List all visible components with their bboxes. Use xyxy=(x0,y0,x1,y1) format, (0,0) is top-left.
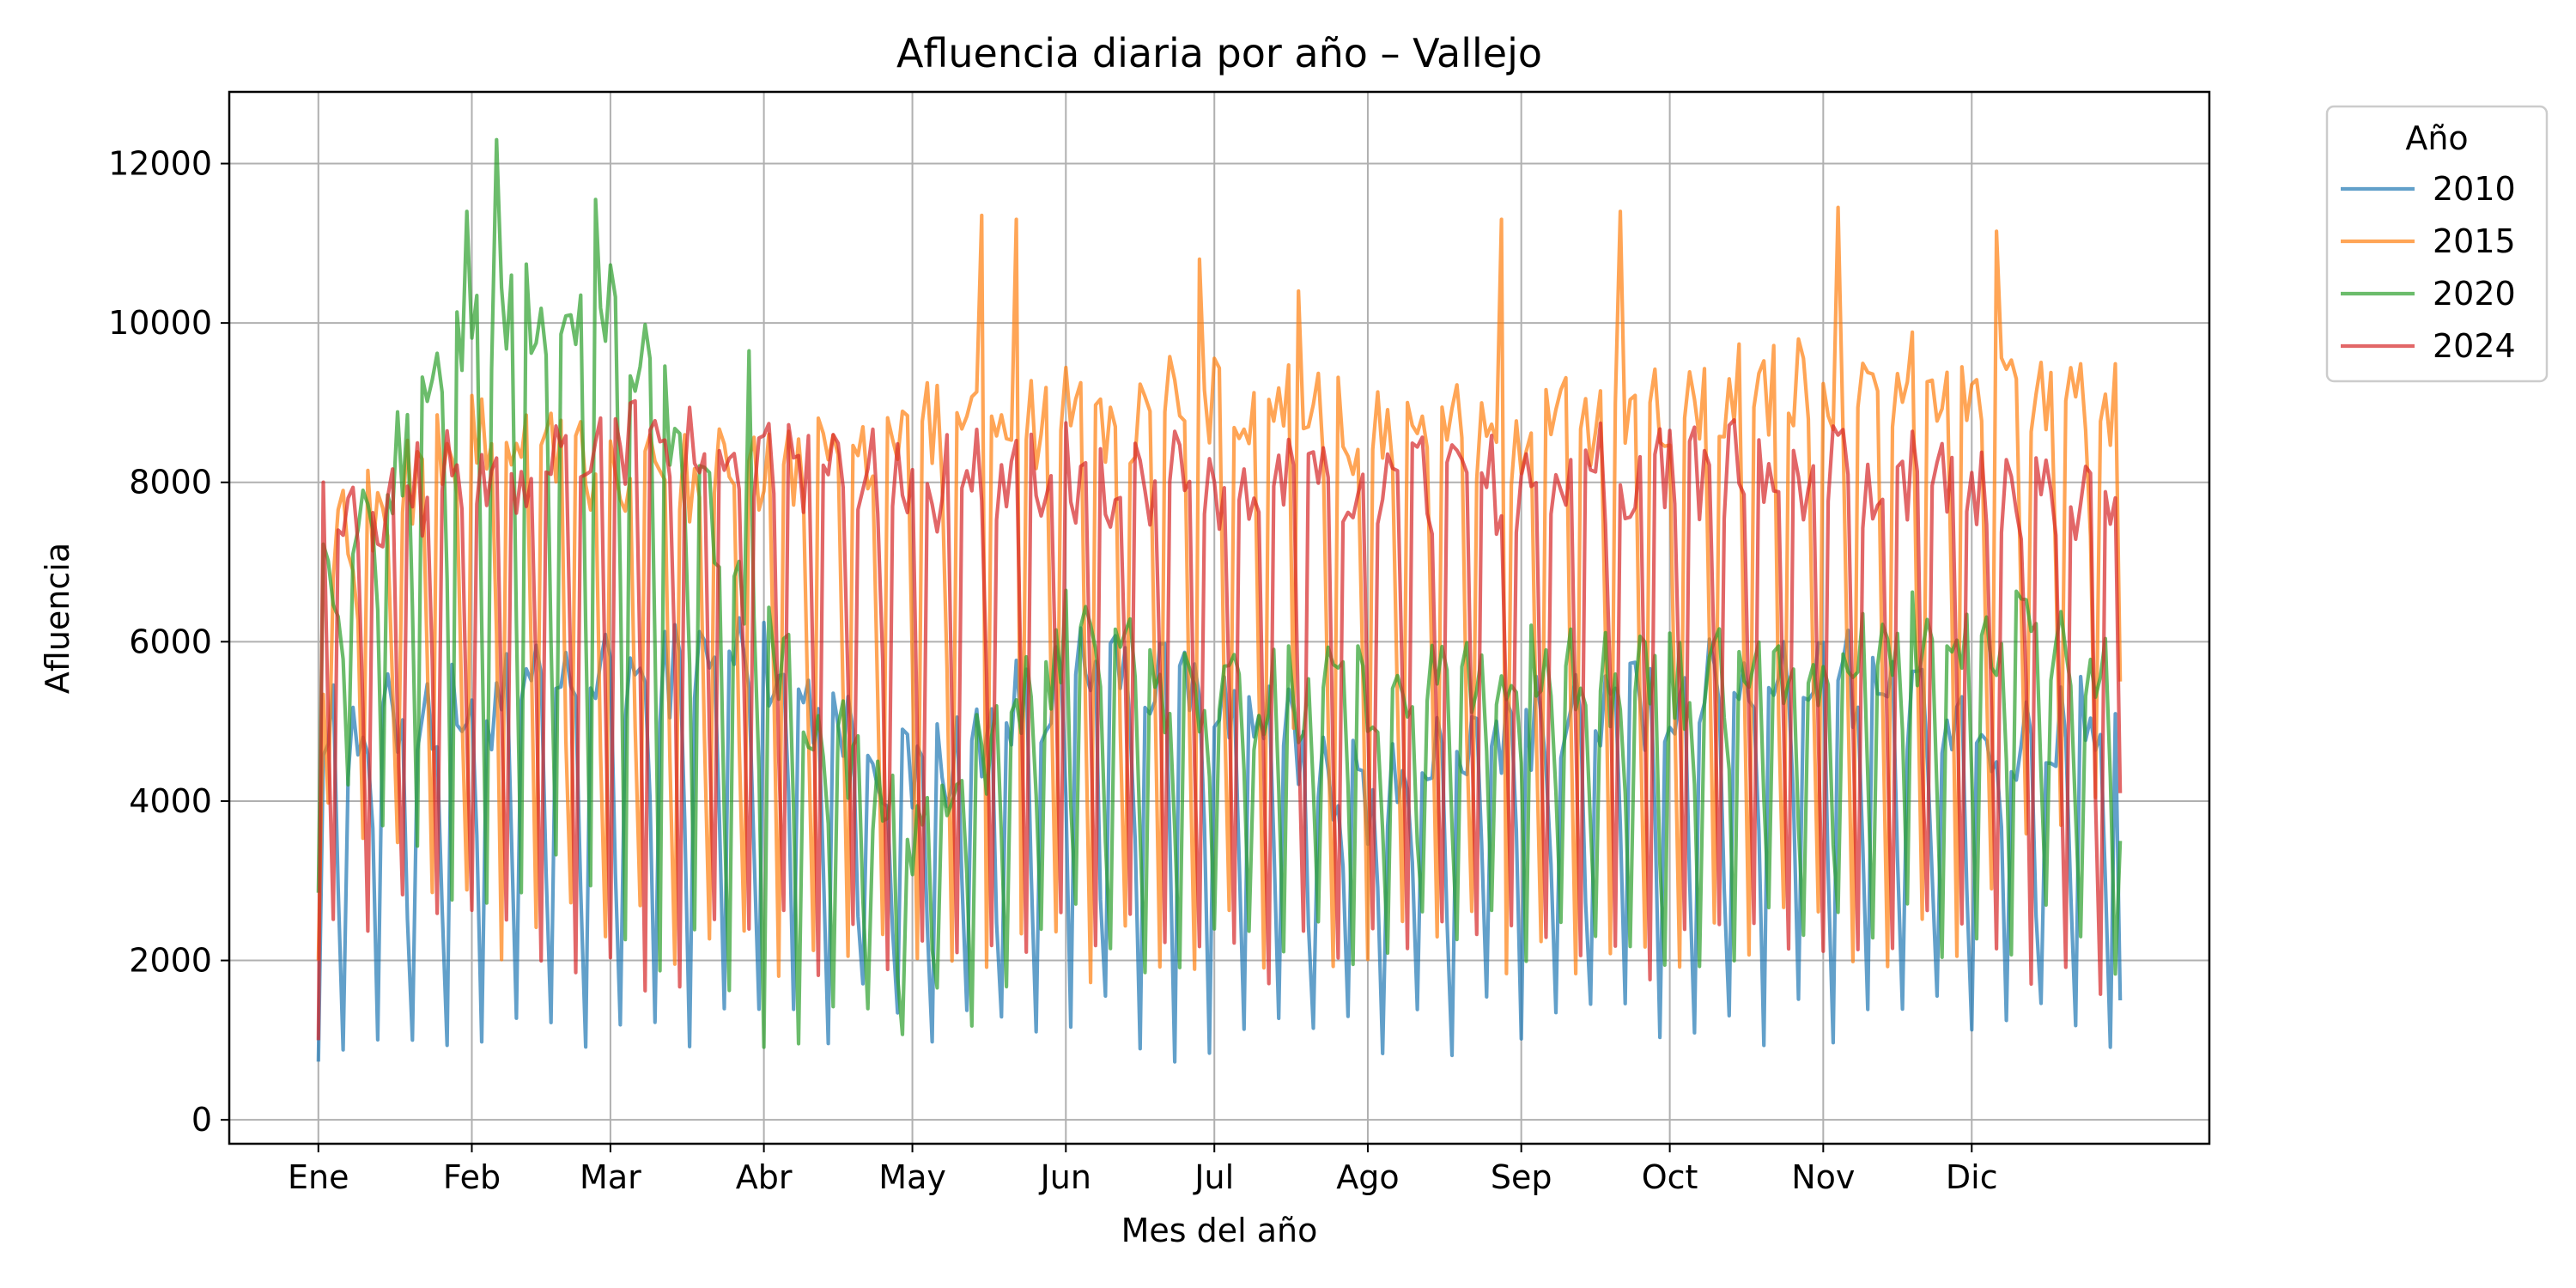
x-tick-label: Abr xyxy=(736,1158,793,1196)
y-tick-label: 0 xyxy=(191,1101,212,1139)
legend-label: 2015 xyxy=(2433,222,2516,260)
x-tick-label: Jul xyxy=(1193,1158,1234,1196)
x-tick-label: Oct xyxy=(1642,1158,1698,1196)
x-tick-label: Sep xyxy=(1491,1158,1552,1196)
x-tick-label: May xyxy=(878,1158,946,1196)
series-line-2024 xyxy=(316,398,2123,1041)
y-axis-title: Afluencia xyxy=(39,543,76,694)
y-tick-label: 10000 xyxy=(108,304,212,342)
x-tick-label: Nov xyxy=(1791,1158,1855,1196)
x-tick-label: Mar xyxy=(580,1158,641,1196)
legend-label: 2010 xyxy=(2433,170,2516,208)
x-tick-label: Ene xyxy=(288,1158,349,1196)
x-tick-label: Jun xyxy=(1039,1158,1091,1196)
plot-frame xyxy=(228,90,2211,1145)
legend: Año 2010 2015 2020 2024 xyxy=(2325,105,2549,383)
series-line-2020 xyxy=(316,137,2123,1049)
x-tick-label: Ago xyxy=(1336,1158,1399,1196)
x-tick-label: Dic xyxy=(1946,1158,1998,1196)
legend-label: 2020 xyxy=(2433,275,2516,313)
y-tick-label: 8000 xyxy=(129,464,212,501)
y-tick-label: 4000 xyxy=(129,782,212,820)
y-tick-label: 12000 xyxy=(108,145,212,183)
x-tick-label: Feb xyxy=(443,1158,501,1196)
chart-title: Afluencia diaria por año – Vallejo xyxy=(896,30,1542,76)
legend-box xyxy=(2325,105,2549,383)
x-axis-title: Mes del año xyxy=(1121,1212,1318,1249)
y-tick-label: 6000 xyxy=(129,623,212,660)
legend-title: Año xyxy=(2405,119,2468,157)
legend-label: 2024 xyxy=(2433,327,2516,365)
y-tick-label: 2000 xyxy=(129,942,212,980)
y-axis: 0 2000 4000 6000 8000 10000 12000 xyxy=(108,145,229,1139)
legend-items: 2010 2015 2020 2024 xyxy=(2341,170,2516,365)
series-lines xyxy=(316,137,2123,1064)
x-axis: Ene Feb Mar Abr May Jun Jul Ago Sep Oct Nov Dic xyxy=(288,1144,1998,1196)
